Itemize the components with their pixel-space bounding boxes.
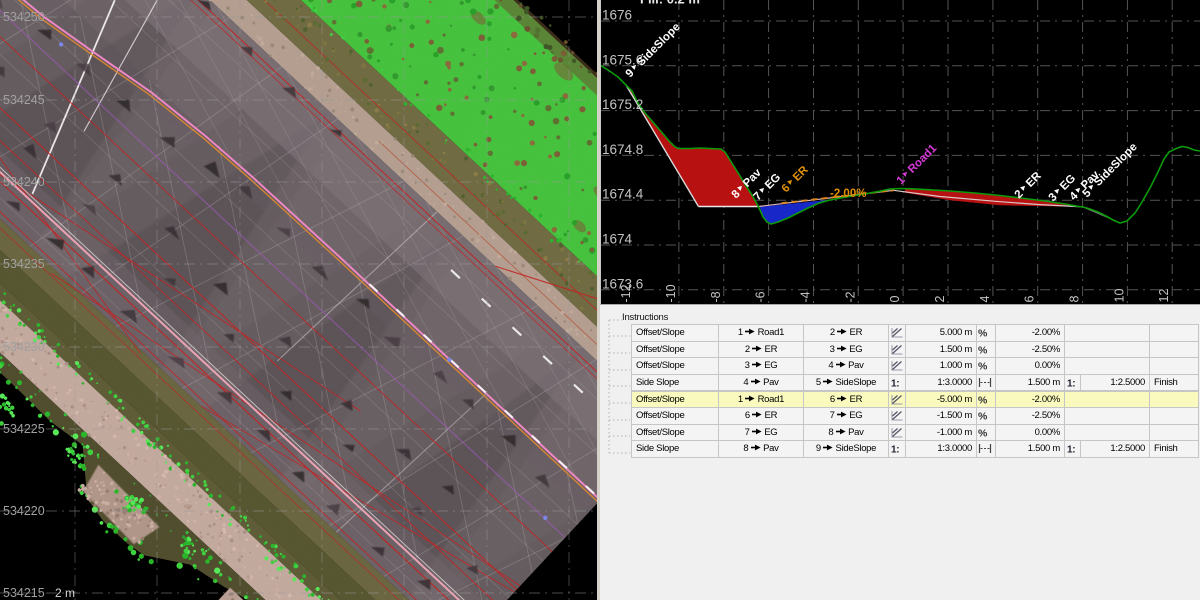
svg-text:1:: 1: xyxy=(891,445,899,456)
svg-text:8: 8 xyxy=(1068,296,1082,303)
svg-text:534220: 534220 xyxy=(3,504,45,518)
svg-text:12: 12 xyxy=(1157,289,1171,303)
svg-text:-4: -4 xyxy=(799,291,813,302)
svg-text:1:: 1: xyxy=(891,378,899,389)
svg-text:1674.8: 1674.8 xyxy=(602,142,643,157)
svg-text:4: 4 xyxy=(978,296,992,303)
svg-text:%: % xyxy=(978,328,988,340)
svg-text:2 m: 2 m xyxy=(55,586,75,600)
svg-text:-10: -10 xyxy=(664,284,678,302)
svg-text:1675.6: 1675.6 xyxy=(602,52,643,67)
svg-text:1:: 1: xyxy=(1067,445,1075,456)
svg-text:-2.00%: -2.00% xyxy=(830,188,866,200)
svg-text:-6: -6 xyxy=(754,291,768,302)
svg-text:1676: 1676 xyxy=(602,8,632,23)
svg-text:-12: -12 xyxy=(619,284,633,302)
svg-text:534215: 534215 xyxy=(3,586,45,600)
svg-text:534235: 534235 xyxy=(3,257,45,271)
svg-text:534225: 534225 xyxy=(3,422,45,436)
svg-text:%: % xyxy=(978,394,988,406)
svg-text:534230: 534230 xyxy=(3,340,45,354)
svg-text:2: 2 xyxy=(933,296,947,303)
svg-text:0: 0 xyxy=(888,296,902,303)
svg-text:%: % xyxy=(978,427,988,439)
svg-text:-2: -2 xyxy=(843,291,857,302)
svg-text:Fill: 0.2 m: Fill: 0.2 m xyxy=(640,0,700,7)
svg-text:1674.4: 1674.4 xyxy=(602,187,644,202)
svg-text:%: % xyxy=(978,344,988,356)
svg-text:1674: 1674 xyxy=(602,232,633,247)
svg-text:534240: 534240 xyxy=(3,175,45,189)
svg-text:534250: 534250 xyxy=(3,10,45,24)
svg-text:1:: 1: xyxy=(1067,378,1075,389)
svg-text:%: % xyxy=(978,361,988,373)
svg-text:1673.6: 1673.6 xyxy=(602,276,643,291)
svg-text:1675.2: 1675.2 xyxy=(602,97,643,112)
svg-text:10: 10 xyxy=(1112,289,1126,303)
svg-text:534245: 534245 xyxy=(3,93,45,107)
svg-text:%: % xyxy=(978,411,988,423)
svg-text:6: 6 xyxy=(1023,296,1037,303)
svg-text:-8: -8 xyxy=(709,291,723,302)
